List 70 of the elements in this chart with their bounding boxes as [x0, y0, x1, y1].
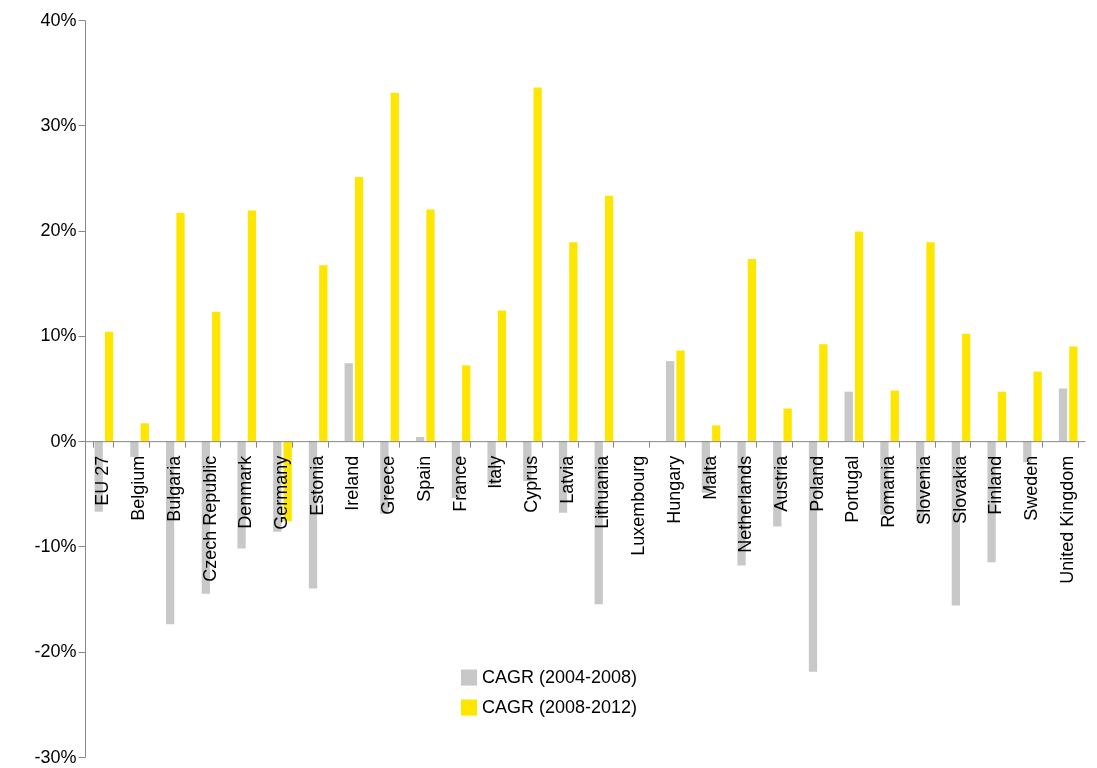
bar: [712, 425, 721, 442]
bar: [819, 344, 828, 442]
x-tick-label: Romania: [878, 454, 899, 528]
bar: [497, 310, 507, 442]
bar: [140, 423, 149, 442]
x-tick-label: EU 27: [92, 455, 113, 506]
bar: [997, 391, 1007, 442]
bar: [747, 259, 757, 442]
bar: [569, 242, 578, 442]
x-tick-label: Poland: [806, 455, 827, 512]
y-tick-label: -10%: [34, 535, 77, 556]
x-tick-label: Hungary: [663, 455, 684, 524]
bar: [783, 408, 792, 442]
x-tick-label: Belgium: [128, 455, 149, 521]
x-tick-label: Malta: [699, 454, 720, 500]
x-tick-label: United Kingdom: [1056, 455, 1077, 584]
bar: [426, 209, 435, 442]
x-tick-label: Slovenia: [913, 454, 934, 525]
x-tick-label: Spain: [413, 455, 434, 502]
bar: [130, 441, 139, 457]
y-tick-label: -30%: [34, 746, 77, 767]
bar: [1033, 371, 1042, 442]
x-tick-label: Latvia: [556, 454, 577, 504]
bar: [319, 265, 328, 442]
x-tick-label: Denmark: [235, 454, 256, 529]
y-tick-label: -20%: [34, 641, 77, 662]
bar: [533, 87, 542, 442]
x-tick-label: Estonia: [306, 454, 327, 516]
legend-label: CAGR (2004-2008): [482, 666, 638, 687]
x-tick-label: Czech Republic: [199, 455, 220, 582]
x-tick-label: Sweden: [1020, 455, 1041, 521]
x-tick-label: Netherlands: [735, 455, 756, 553]
y-tick-label: 20%: [40, 220, 77, 241]
bar: [176, 212, 185, 442]
bar: [354, 176, 364, 442]
x-tick-label: Lithuania: [592, 454, 613, 529]
x-tick-label: Germany: [270, 455, 291, 530]
x-tick-label: Italy: [485, 455, 506, 489]
x-tick-label: Slovakia: [949, 454, 970, 524]
bar: [462, 365, 471, 442]
x-tick-label: Portugal: [842, 455, 863, 523]
bar: [604, 195, 614, 442]
bar: [1058, 388, 1068, 442]
bar: [344, 363, 353, 442]
bar: [676, 350, 685, 442]
bar: [416, 436, 425, 442]
y-tick-label: 10%: [40, 325, 77, 346]
bar: [104, 331, 114, 442]
x-tick-label: Luxembourg: [628, 455, 649, 556]
x-tick-label: Greece: [378, 455, 399, 515]
bar: [890, 390, 899, 442]
bar: [844, 391, 853, 442]
x-tick-label: Ireland: [342, 455, 363, 511]
bar: [1069, 346, 1078, 442]
bar: [962, 333, 971, 442]
x-tick-label: Cyprus: [520, 455, 541, 513]
bar: [247, 210, 257, 442]
bar: [390, 92, 399, 442]
bar: [666, 361, 675, 442]
bar: [854, 231, 864, 442]
legend-label: CAGR (2008-2012): [482, 696, 638, 717]
x-tick-label: Bulgaria: [163, 454, 184, 522]
x-tick-label: Finland: [985, 455, 1006, 515]
bar: [212, 311, 221, 442]
y-tick-label: 40%: [40, 9, 77, 30]
y-tick-label: 0%: [50, 430, 77, 451]
y-tick-label: 30%: [40, 114, 77, 135]
x-tick-label: Austria: [770, 454, 791, 512]
bar: [926, 242, 935, 442]
x-tick-label: France: [449, 455, 470, 512]
